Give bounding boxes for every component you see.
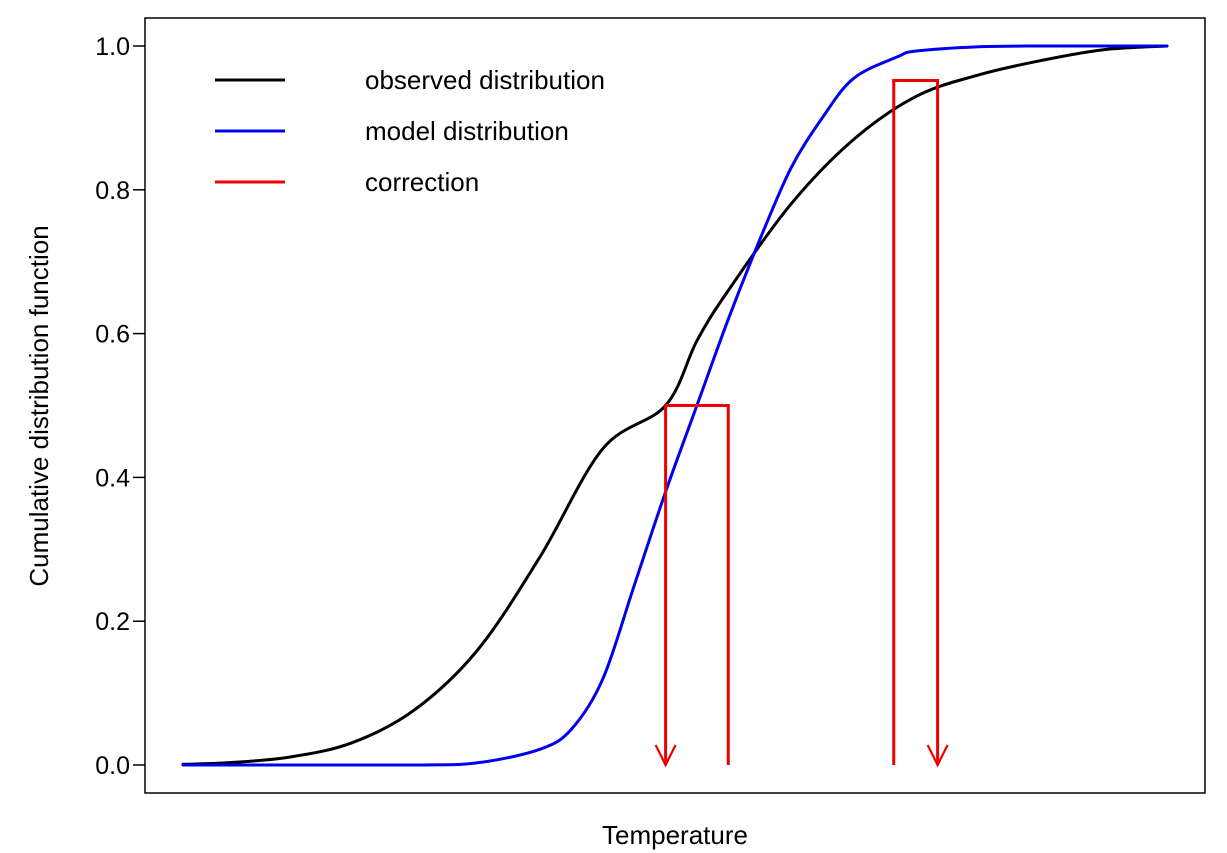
plot-frame bbox=[144, 17, 1206, 794]
y-tick-label: 0.2 bbox=[95, 608, 130, 636]
correction-arrow-1 bbox=[654, 404, 730, 768]
y-tick-label: 0.4 bbox=[95, 464, 130, 492]
legend-label: observed distribution bbox=[365, 65, 605, 95]
y-axis: 0.0 0.2 0.4 0.6 0.8 1.0 bbox=[95, 33, 145, 780]
y-axis-title: Cumulative distribution function bbox=[24, 225, 54, 586]
y-tick-label: 0.6 bbox=[95, 321, 130, 349]
y-tick-label: 0.8 bbox=[95, 177, 130, 205]
correction-arrowhead bbox=[926, 744, 949, 768]
legend: observed distribution model distribution c… bbox=[215, 65, 605, 197]
legend-label: correction bbox=[365, 167, 479, 197]
y-tick-label: 1.0 bbox=[95, 33, 130, 61]
correction-arrowhead bbox=[654, 744, 677, 768]
series-line-observed bbox=[181, 44, 1169, 766]
correction-arrow-2 bbox=[892, 79, 949, 768]
x-axis-title: Temperature bbox=[602, 820, 748, 850]
legend-entry: correction bbox=[215, 167, 479, 197]
legend-entry: observed distribution bbox=[215, 65, 605, 95]
correction-path bbox=[892, 79, 940, 765]
plot-area bbox=[144, 17, 1206, 794]
series-line-model bbox=[181, 44, 1169, 767]
legend-label: model distribution bbox=[365, 116, 569, 146]
y-tick-label: 0.0 bbox=[95, 752, 130, 780]
legend-entry: model distribution bbox=[215, 116, 569, 146]
correction-path bbox=[664, 404, 730, 765]
